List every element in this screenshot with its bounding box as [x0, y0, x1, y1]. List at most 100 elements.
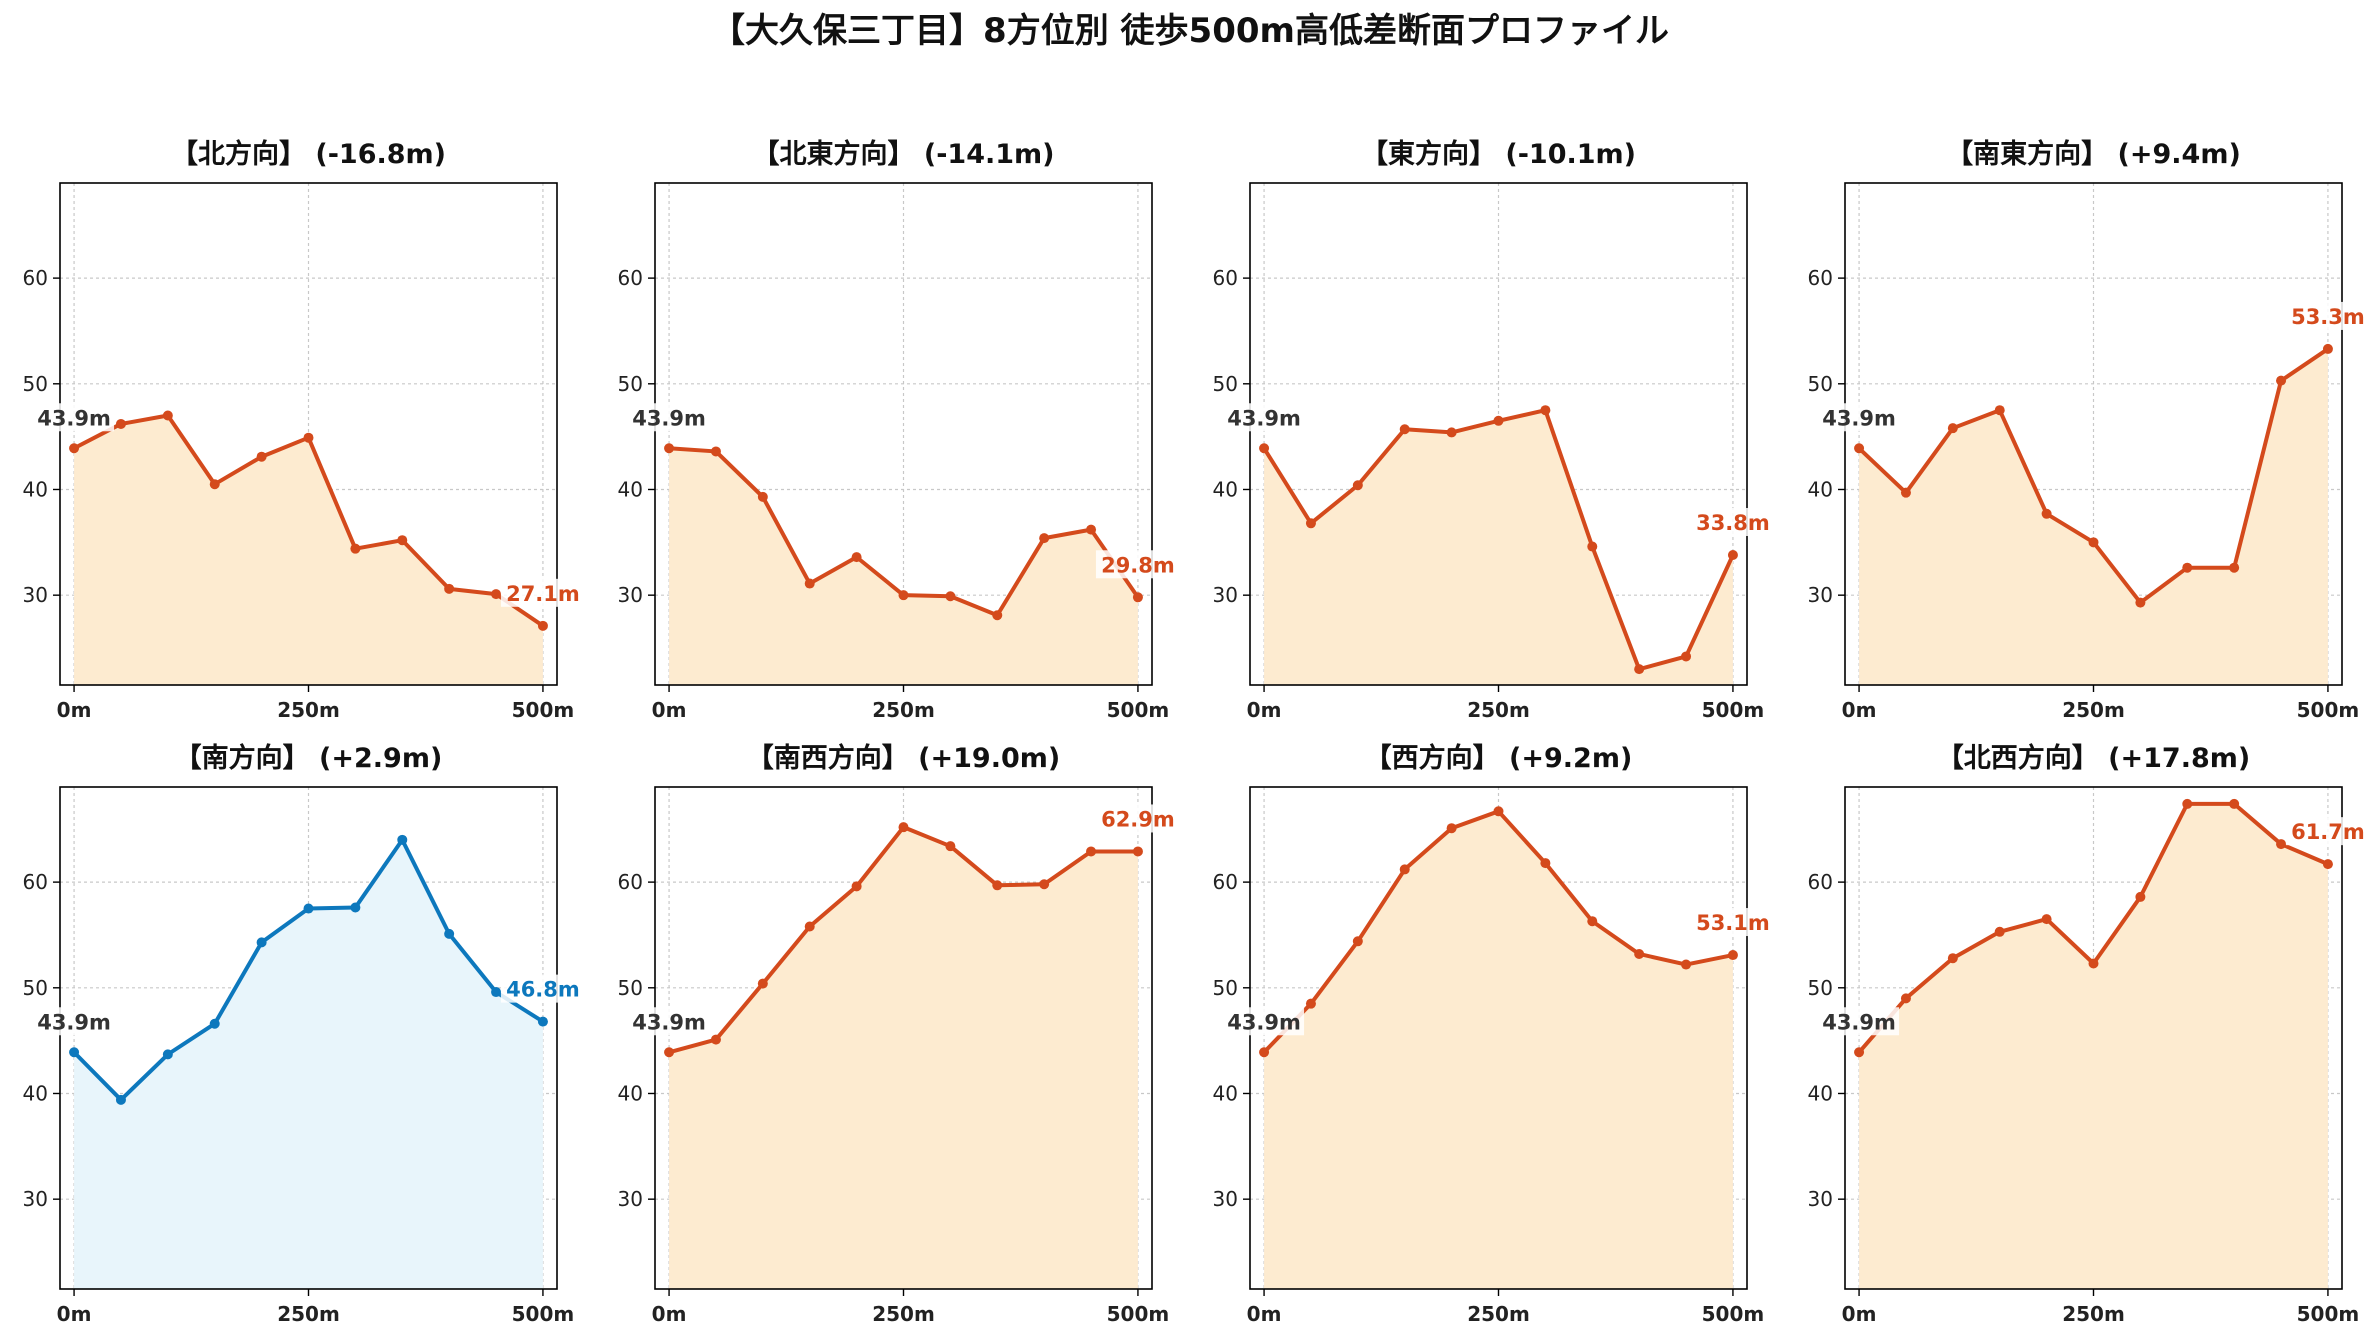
start-elevation-label: 43.9m [37, 1010, 111, 1034]
end-elevation-label: 29.8m [1101, 553, 1175, 577]
panel-7: 【北西方向】 (+17.8m) 30 40 50 60 0m 250m 500m 43.9m 61… [1808, 742, 2370, 1326]
y-tick-label: 60 [1808, 266, 1833, 290]
y-tick-label: 30 [618, 1187, 643, 1211]
data-point [1493, 806, 1504, 817]
panel-2: 【東方向】 (-10.1m) 30 40 50 60 0m 250m 500m 43.9m 33.… [1213, 138, 1775, 722]
data-point [2182, 798, 2193, 809]
y-tick-label: 50 [1213, 372, 1238, 396]
y-tick-label: 30 [618, 583, 643, 607]
start-elevation-label: 43.9m [1822, 1010, 1896, 1034]
data-point [1132, 592, 1143, 603]
y-tick-label: 40 [23, 477, 48, 501]
data-point [1947, 423, 1958, 434]
data-point [256, 451, 267, 462]
data-point [1132, 846, 1143, 857]
data-point [992, 610, 1003, 621]
data-point [1634, 664, 1645, 675]
data-point [491, 987, 502, 998]
series-area [1264, 410, 1733, 685]
data-point [1900, 487, 1911, 498]
x-tick-label: 500m [1702, 1302, 1765, 1326]
data-point [1900, 993, 1911, 1004]
panel-title: 【南方向】 (+2.9m) [175, 742, 443, 774]
start-label-background [34, 403, 115, 432]
x-tick-label: 250m [872, 1302, 935, 1326]
end-label-background [2285, 817, 2370, 846]
y-tick-label: 30 [23, 1187, 48, 1211]
data-point [2041, 914, 2052, 925]
end-label-background [500, 974, 585, 1003]
data-point [1681, 651, 1692, 662]
data-point [804, 578, 815, 589]
series-area [1859, 348, 2328, 685]
data-point [209, 479, 220, 490]
data-point [1086, 846, 1097, 857]
y-tick-label: 40 [1213, 1081, 1238, 1105]
figure-title: 【大久保三丁目】8方位別 徒歩500m高低差断面プロファイル [711, 11, 1669, 51]
series-area [1264, 811, 1733, 1289]
end-elevation-label: 53.3m [2291, 305, 2365, 329]
data-point [69, 1047, 80, 1058]
data-point [2135, 597, 2146, 608]
panel-5: 【南西方向】 (+19.0m) 30 40 50 60 0m 250m 500m 43.9m 62… [618, 742, 1180, 1326]
data-point [1727, 950, 1738, 961]
start-elevation-label: 43.9m [1822, 406, 1896, 430]
start-elevation-label: 43.9m [632, 1010, 706, 1034]
data-point [2135, 891, 2146, 902]
end-label-background [1095, 804, 1180, 833]
end-label-background [500, 578, 585, 607]
x-tick-label: 0m [1842, 1302, 1877, 1326]
x-tick-label: 500m [1107, 698, 1170, 722]
x-tick-label: 0m [1842, 698, 1877, 722]
x-tick-label: 500m [512, 698, 575, 722]
start-elevation-label: 43.9m [632, 406, 706, 430]
data-point [162, 1049, 173, 1060]
data-point [1399, 424, 1410, 435]
start-label-background [1819, 403, 1900, 432]
data-point [1446, 823, 1457, 834]
start-label-background [1819, 1007, 1900, 1036]
data-point [303, 903, 314, 914]
x-tick-label: 0m [652, 698, 687, 722]
data-point [256, 937, 267, 948]
panel-title: 【北東方向】 (-14.1m) [752, 138, 1054, 170]
data-point [2276, 839, 2287, 850]
data-point [1947, 953, 1958, 964]
data-point [1039, 533, 1050, 544]
y-tick-label: 40 [618, 1081, 643, 1105]
panel-3: 【南東方向】 (+9.4m) 30 40 50 60 0m 250m 500m 43.9m 53.… [1808, 138, 2370, 722]
y-tick-label: 30 [23, 583, 48, 607]
end-label-background [1095, 550, 1180, 579]
start-label-background [1224, 403, 1305, 432]
data-point [397, 535, 408, 546]
data-point [209, 1018, 220, 1029]
x-tick-label: 250m [2062, 698, 2125, 722]
data-point [444, 583, 455, 594]
data-point [2041, 508, 2052, 519]
data-point [898, 822, 909, 833]
x-tick-label: 500m [512, 1302, 575, 1326]
y-tick-label: 50 [1808, 372, 1833, 396]
y-tick-label: 50 [23, 976, 48, 1000]
data-point [2088, 537, 2099, 548]
data-point [1039, 879, 1050, 890]
series-area [669, 448, 1138, 685]
start-label-background [629, 403, 710, 432]
y-tick-label: 40 [618, 477, 643, 501]
data-point [1086, 524, 1097, 535]
data-point [1352, 936, 1363, 947]
data-point [1399, 864, 1410, 875]
data-point [350, 902, 361, 913]
x-tick-label: 250m [2062, 1302, 2125, 1326]
data-point [710, 1034, 721, 1045]
data-point [2182, 562, 2193, 573]
end-elevation-label: 62.9m [1101, 807, 1175, 831]
y-tick-label: 50 [618, 976, 643, 1000]
data-point [1994, 405, 2005, 416]
end-elevation-label: 33.8m [1696, 511, 1770, 535]
x-tick-label: 0m [57, 698, 92, 722]
x-tick-label: 0m [57, 1302, 92, 1326]
start-elevation-label: 43.9m [1227, 1010, 1301, 1034]
y-tick-label: 50 [1213, 976, 1238, 1000]
